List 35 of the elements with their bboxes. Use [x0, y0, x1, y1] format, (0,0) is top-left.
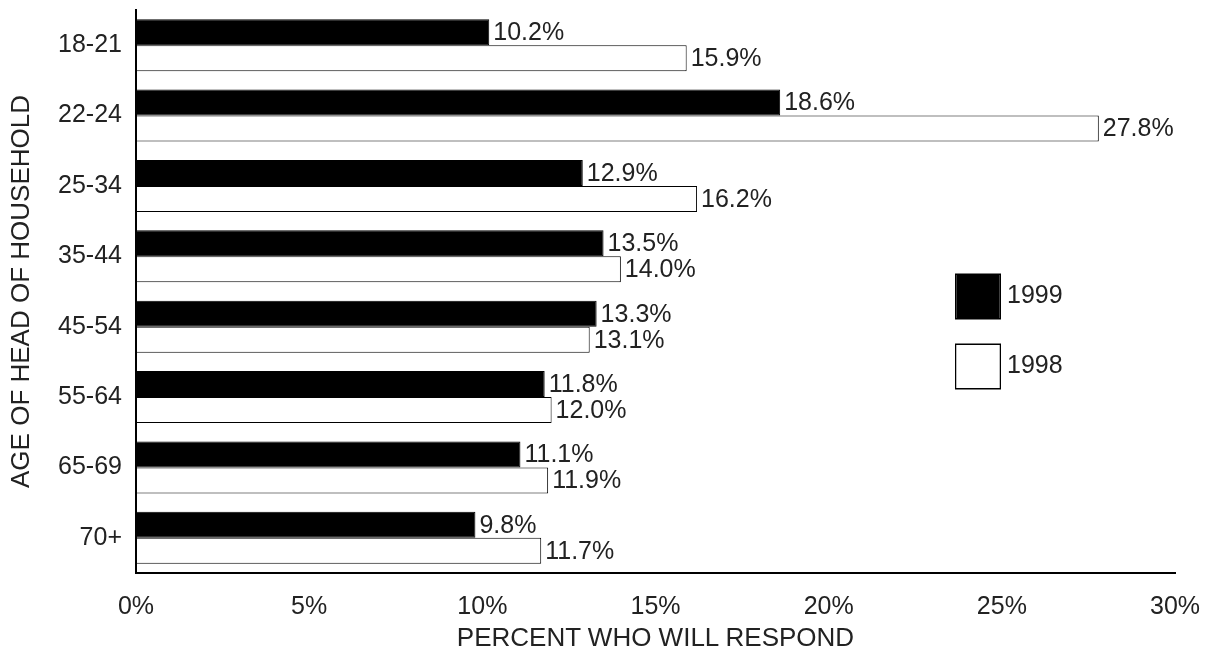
y-tick-label: 55-64	[58, 380, 123, 409]
y-tick-label: 25-34	[58, 169, 123, 198]
data-label: 16.2%	[701, 183, 772, 212]
y-tick-label: 35-44	[58, 240, 123, 269]
data-label: 11.7%	[545, 535, 615, 564]
y-tick-label: 22-24	[58, 99, 123, 128]
y-axis-title: AGE OF HEAD OF HOUSEHOLD	[4, 95, 35, 488]
x-tick-label: 0%	[117, 590, 155, 619]
y-tick-label: 45-54	[58, 310, 123, 339]
x-tick-label: 15%	[630, 590, 681, 619]
x-axis-title: PERCENT WHO WILL RESPOND	[456, 621, 855, 652]
x-tick-label: 30%	[1149, 590, 1201, 619]
data-label: 11.9%	[552, 465, 622, 494]
data-label: 13.3%	[600, 298, 672, 327]
x-tick-label: 20%	[803, 590, 854, 619]
x-tick-label: 25%	[976, 590, 1027, 619]
data-label: 11.8%	[548, 368, 618, 397]
data-label: 14.0%	[624, 254, 696, 283]
data-label: 9.8%	[479, 509, 537, 538]
legend-label: 1998	[1007, 350, 1063, 379]
data-label: 12.0%	[555, 394, 627, 423]
y-tick-label: 18-21	[58, 29, 122, 58]
data-label: 13.5%	[607, 228, 679, 257]
y-tick-label: 65-69	[58, 451, 122, 480]
data-label: 11.1%	[524, 439, 594, 468]
x-tick-label: 10%	[457, 590, 508, 619]
x-tick-label: 5%	[291, 590, 328, 619]
data-label: 18.6%	[784, 87, 856, 116]
data-label: 12.9%	[586, 157, 658, 186]
y-tick-label: 70+	[79, 521, 122, 550]
data-label: 10.2%	[493, 17, 565, 46]
data-label: 15.9%	[690, 43, 762, 72]
legend-label: 1999	[1007, 280, 1063, 309]
data-label: 13.1%	[593, 324, 665, 353]
data-label: 27.8%	[1102, 113, 1174, 142]
